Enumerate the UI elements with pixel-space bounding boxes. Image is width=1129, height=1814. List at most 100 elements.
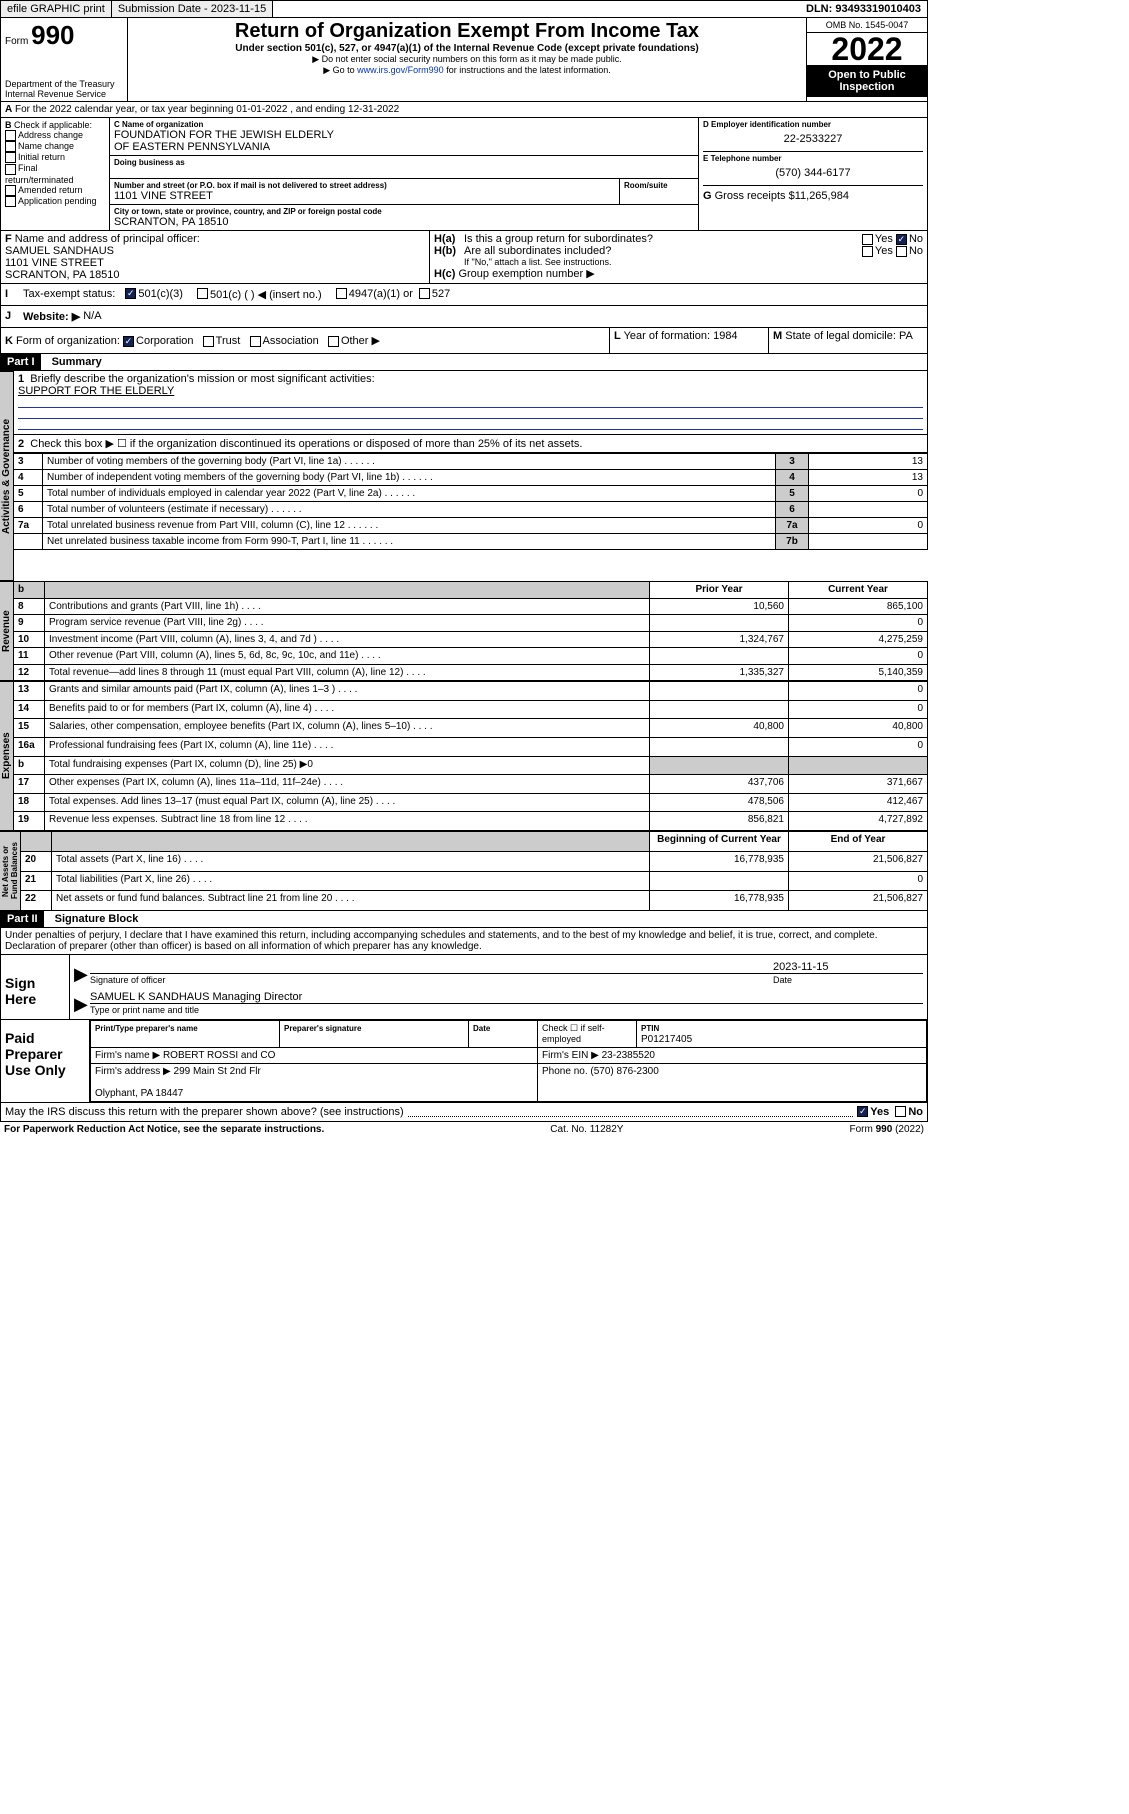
ha-yes-checkbox[interactable] — [862, 234, 873, 245]
phone-label: Telephone number — [711, 154, 782, 163]
k-checkbox[interactable] — [250, 336, 261, 347]
tab-netassets: Net Assets or Fund Balances — [0, 831, 21, 911]
firm-ein: 23-2385520 — [602, 1050, 655, 1061]
street-address: 1101 VINE STREET — [114, 190, 615, 202]
b-checkbox[interactable] — [5, 141, 16, 152]
discuss-yes-checkbox[interactable] — [857, 1106, 868, 1117]
b-header: Check if applicable: — [14, 120, 92, 130]
b-checkbox[interactable] — [5, 152, 16, 163]
ssn-note: ▶ Do not enter social security numbers o… — [130, 54, 804, 65]
perjury-declaration: Under penalties of perjury, I declare th… — [0, 928, 928, 955]
domicile-label: State of legal domicile: — [785, 330, 896, 342]
preparer-name-label: Print/Type preparer's name — [95, 1024, 198, 1033]
ein-label: Employer identification number — [711, 120, 831, 129]
4947-checkbox[interactable] — [336, 288, 347, 299]
tax-status-label: Tax-exempt status: — [23, 288, 115, 301]
b-checkbox[interactable] — [5, 196, 16, 207]
netassets-table: Beginning of Current YearEnd of Year20To… — [21, 831, 928, 911]
h-b: Are all subordinates included? — [464, 245, 862, 257]
b-option: Amended return — [5, 185, 105, 196]
officer-name-addr: SAMUEL SANDHAUS 1101 VINE STREET SCRANTO… — [5, 245, 425, 281]
527-checkbox[interactable] — [419, 288, 430, 299]
sign-here-block: Sign Here ▶ Signature of officer 2023-11… — [0, 955, 928, 1020]
officer-printed: SAMUEL K SANDHAUS Managing Director — [90, 991, 923, 1003]
efile-print-button[interactable]: efile GRAPHIC print — [1, 1, 112, 17]
paid-preparer-label: Paid Preparer Use Only — [1, 1020, 90, 1102]
governance-table: 3Number of voting members of the governi… — [14, 453, 928, 550]
expenses-table: 13Grants and similar amounts paid (Part … — [14, 681, 928, 831]
officer-label: Name and address of principal officer: — [15, 233, 200, 245]
hb-no-checkbox[interactable] — [896, 246, 907, 257]
line-klm: K Form of organization: Corporation Trus… — [0, 328, 928, 354]
line-j: J Website: ▶ N/A — [0, 306, 928, 328]
irs-link[interactable]: www.irs.gov/Form990 — [357, 65, 444, 75]
hb-yes-checkbox[interactable] — [862, 246, 873, 257]
phone-value: (570) 344-6177 — [703, 167, 923, 179]
tab-activities: Activities & Governance — [0, 371, 14, 581]
preparer-sig-label: Preparer's signature — [284, 1024, 362, 1033]
block-fh: F Name and address of principal officer:… — [0, 231, 928, 284]
date-label: Date — [773, 973, 923, 985]
tax-year: 2022 — [807, 33, 927, 65]
k-checkbox[interactable] — [328, 336, 339, 347]
h-c: Group exemption number ▶ — [458, 268, 594, 280]
ein-value: 22-2533227 — [703, 133, 923, 145]
block-bcde: B Check if applicable: Address changeNam… — [0, 118, 928, 231]
dln: DLN: 93493319010403 — [273, 1, 927, 17]
paid-preparer-block: Paid Preparer Use Only Print/Type prepar… — [0, 1020, 928, 1103]
form-footer: Form 990 (2022) — [850, 1124, 925, 1135]
tab-revenue: Revenue — [0, 581, 14, 681]
ptin-value: P01217405 — [641, 1034, 692, 1045]
form-number: Form 990 — [5, 20, 123, 51]
addr-label: Number and street (or P.O. box if mail i… — [114, 181, 615, 190]
org-name: FOUNDATION FOR THE JEWISH ELDERLY OF EAS… — [114, 129, 694, 153]
part2-name: Signature Block — [47, 913, 139, 925]
b-option: Address change — [5, 130, 105, 141]
b-checkbox[interactable] — [5, 185, 16, 196]
sign-here-label: Sign Here — [1, 955, 70, 1019]
year-formation-label: Year of formation: — [624, 330, 710, 342]
gross-label: Gross receipts $ — [715, 190, 795, 202]
domicile: PA — [899, 330, 913, 342]
discuss-no-checkbox[interactable] — [895, 1106, 906, 1117]
firm-name: ROBERT ROSSI and CO — [163, 1050, 275, 1061]
501c-checkbox[interactable] — [197, 288, 208, 299]
cat-no: Cat. No. 11282Y — [324, 1124, 849, 1135]
firm-phone-label: Phone no. — [542, 1066, 588, 1077]
l1-text: Briefly describe the organization's miss… — [30, 373, 374, 385]
b-checkbox[interactable] — [5, 130, 16, 141]
firm-ein-label: Firm's EIN ▶ — [542, 1050, 599, 1061]
line-i: I Tax-exempt status: 501(c)(3) 501(c) ( … — [0, 284, 928, 306]
preparer-date-label: Date — [473, 1024, 490, 1033]
part1-name: Summary — [44, 356, 102, 368]
self-employed-check[interactable]: Check ☐ if self-employed — [538, 1021, 637, 1048]
ptin-label: PTIN — [641, 1024, 659, 1033]
part1-header: Part I Summary — [0, 354, 928, 371]
footer: For Paperwork Reduction Act Notice, see … — [0, 1122, 928, 1137]
b-option: Name change — [5, 141, 105, 152]
dept-treasury: Department of the Treasury Internal Reve… — [5, 79, 123, 99]
revenue-table: bPrior YearCurrent Year8Contributions an… — [14, 581, 928, 681]
k-checkbox[interactable] — [123, 336, 134, 347]
dba-label: Doing business as — [114, 158, 694, 167]
gross-receipts: 11,265,984 — [795, 190, 849, 202]
website-label: Website: ▶ — [23, 310, 80, 323]
ha-no-checkbox[interactable] — [896, 234, 907, 245]
open-inspection: Open to Public Inspection — [807, 65, 927, 97]
website-value: N/A — [83, 310, 101, 323]
goto-note: ▶ Go to www.irs.gov/Form990 for instruct… — [130, 65, 804, 76]
city-state-zip: SCRANTON, PA 18510 — [114, 216, 694, 228]
c-label: Name of organization — [122, 120, 203, 129]
firm-addr-label: Firm's address ▶ — [95, 1066, 171, 1077]
b-option: Initial return — [5, 152, 105, 163]
k-checkbox[interactable] — [203, 336, 214, 347]
b-checkbox[interactable] — [5, 164, 16, 175]
line-a: A For the 2022 calendar year, or tax yea… — [0, 102, 928, 118]
part2-header: Part II Signature Block — [0, 911, 928, 928]
h-ifno: If "No," attach a list. See instructions… — [434, 257, 923, 267]
type-print-label: Type or print name and title — [90, 1003, 923, 1015]
may-discuss: May the IRS discuss this return with the… — [0, 1103, 928, 1122]
501c3-checkbox[interactable] — [125, 288, 136, 299]
l2-text: Check this box ▶ ☐ if the organization d… — [30, 438, 582, 450]
form-header: Form 990 Department of the Treasury Inte… — [0, 18, 928, 102]
